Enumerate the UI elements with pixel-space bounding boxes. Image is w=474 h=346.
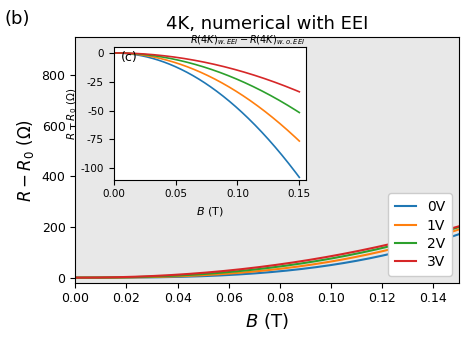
1V — [73, 275, 78, 280]
1V — [456, 227, 462, 231]
1V — [387, 247, 392, 252]
2V — [387, 244, 392, 248]
2V — [301, 261, 307, 265]
2V — [255, 267, 260, 271]
3V — [73, 275, 78, 280]
2V — [280, 264, 286, 268]
Line: 2V: 2V — [75, 227, 459, 277]
2V — [456, 225, 462, 229]
1V — [447, 230, 453, 235]
3V — [255, 265, 260, 270]
0V — [301, 267, 307, 271]
0V — [257, 271, 263, 275]
0V — [255, 271, 260, 275]
0V — [280, 269, 286, 273]
2V — [257, 267, 263, 271]
Text: (b): (b) — [5, 10, 30, 28]
Line: 0V: 0V — [75, 234, 459, 277]
Title: 4K, numerical with EEI: 4K, numerical with EEI — [166, 15, 368, 33]
3V — [301, 259, 307, 263]
3V — [387, 242, 392, 246]
0V — [73, 275, 78, 280]
Line: 1V: 1V — [75, 229, 459, 277]
3V — [257, 265, 263, 269]
1V — [280, 266, 286, 271]
3V — [456, 224, 462, 228]
3V — [280, 262, 286, 266]
2V — [447, 228, 453, 232]
0V — [387, 252, 392, 256]
Y-axis label: $R - R_0$ ($\Omega$): $R - R_0$ ($\Omega$) — [15, 119, 36, 201]
3V — [447, 227, 453, 231]
1V — [301, 264, 307, 268]
Legend: 0V, 1V, 2V, 3V: 0V, 1V, 2V, 3V — [388, 193, 452, 276]
1V — [257, 269, 263, 273]
Line: 3V: 3V — [75, 226, 459, 277]
2V — [73, 275, 78, 280]
0V — [447, 235, 453, 239]
1V — [255, 269, 260, 273]
0V — [456, 232, 462, 236]
X-axis label: $B$ (T): $B$ (T) — [246, 311, 289, 331]
